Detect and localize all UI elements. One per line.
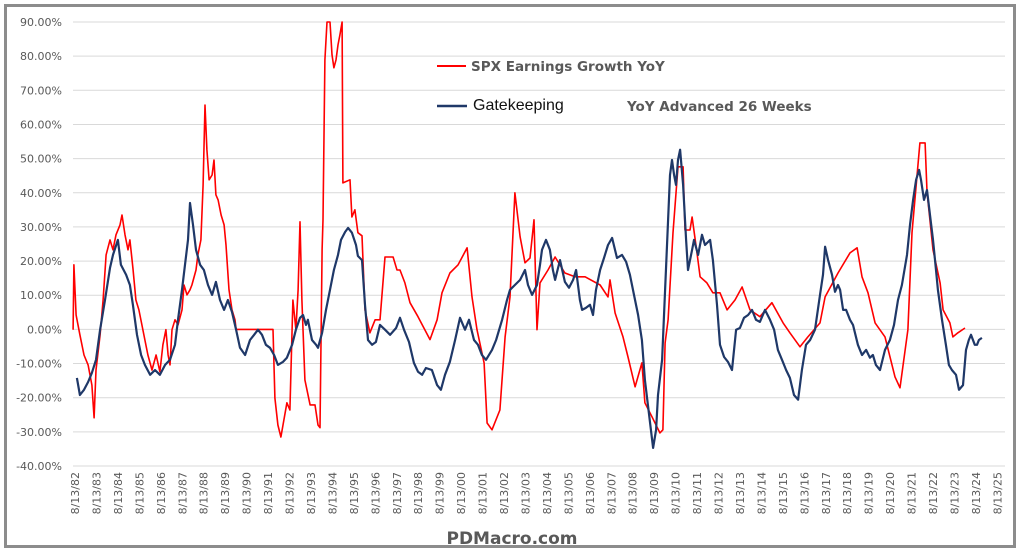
x-tick-label: 8/13/96	[369, 472, 382, 514]
x-tick-label: 8/13/24	[970, 472, 983, 514]
x-tick-label: 8/13/00	[455, 472, 468, 514]
x-tick-label: 8/13/22	[927, 472, 940, 514]
y-tick-label: 0.00%	[27, 323, 62, 336]
x-tick-label: 8/13/19	[863, 472, 876, 514]
x-tick-label: 8/13/13	[734, 472, 747, 514]
x-tick-label: 8/13/03	[519, 472, 532, 514]
x-tick-label: 8/13/11	[691, 472, 704, 514]
y-tick-label: -10.00%	[16, 358, 62, 371]
x-tick-label: 8/13/90	[241, 472, 254, 514]
x-tick-label: 8/13/04	[541, 472, 554, 514]
y-tick-label: 70.00%	[20, 84, 62, 97]
annotation: YoY Advanced 26 Weeks	[626, 99, 812, 115]
y-tick-label: -30.00%	[16, 426, 62, 439]
x-tick-label: 8/13/01	[477, 472, 490, 514]
x-tick-label: 8/13/97	[391, 472, 404, 514]
x-tick-label: 8/13/99	[434, 472, 447, 514]
x-tick-label: 8/13/12	[713, 472, 726, 514]
legend: SPX Earnings Growth YoY Gatekeeping	[437, 59, 665, 114]
x-tick-label: 8/13/88	[198, 472, 211, 514]
series-lines	[72, 21, 983, 449]
brand-footer: PDMacro.com	[446, 529, 577, 549]
y-tick-label: 20.00%	[20, 255, 62, 268]
x-tick-label: 8/13/06	[584, 472, 597, 514]
x-tick-label: 8/13/25	[991, 472, 1004, 514]
x-tick-label: 8/13/16	[798, 472, 811, 514]
series-line-spx-earnings-growth	[72, 21, 966, 438]
x-tick-label: 8/13/20	[884, 472, 897, 514]
x-tick-label: 8/13/92	[284, 472, 297, 514]
x-tick-label: 8/13/09	[648, 472, 661, 514]
x-tick-label: 8/13/18	[841, 472, 854, 514]
y-axis-ticks: -40.00% -30.00% -20.00% -10.00% 0.00% 10.00% 2…	[16, 16, 62, 473]
y-tick-label: -40.00%	[16, 460, 62, 473]
x-axis-ticks: 8/13/82 8/13/83 8/13/84 8/13/85 8/13/86 8/13/…	[69, 472, 1004, 514]
y-tick-label: 80.00%	[20, 50, 62, 63]
y-tick-label: -20.00%	[16, 392, 62, 405]
chart-frame	[4, 4, 1016, 548]
x-tick-label: 8/13/89	[219, 472, 232, 514]
legend-label-gatekeeping: Gatekeeping	[473, 97, 564, 114]
x-tick-label: 8/13/10	[670, 472, 683, 514]
x-tick-label: 8/13/08	[627, 472, 640, 514]
x-tick-label: 8/13/07	[605, 472, 618, 514]
x-tick-label: 8/13/95	[348, 472, 361, 514]
x-tick-label: 8/13/23	[948, 472, 961, 514]
x-tick-label: 8/13/91	[262, 472, 275, 514]
y-tick-label: 60.00%	[20, 118, 62, 131]
y-tick-label: 10.00%	[20, 289, 62, 302]
x-tick-label: 8/13/87	[176, 472, 189, 514]
y-tick-label: 50.00%	[20, 153, 62, 166]
x-tick-label: 8/13/85	[133, 472, 146, 514]
legend-label-spx: SPX Earnings Growth YoY	[471, 59, 665, 75]
y-tick-label: 30.00%	[20, 221, 62, 234]
series-line-gatekeeping	[75, 148, 983, 449]
x-tick-label: 8/13/83	[90, 472, 103, 514]
gridlines	[73, 21, 1005, 467]
x-tick-label: 8/13/98	[412, 472, 425, 514]
x-tick-label: 8/13/86	[155, 472, 168, 514]
x-tick-label: 8/13/94	[326, 472, 339, 514]
x-tick-label: 8/13/21	[906, 472, 919, 514]
y-tick-label: 90.00%	[20, 16, 62, 29]
x-tick-label: 8/13/82	[69, 472, 82, 514]
x-tick-label: 8/13/84	[112, 472, 125, 514]
x-tick-label: 8/13/05	[562, 472, 575, 514]
x-tick-label: 8/13/15	[777, 472, 790, 514]
x-tick-label: 8/13/93	[305, 472, 318, 514]
x-tick-label: 8/13/02	[498, 472, 511, 514]
y-tick-label: 40.00%	[20, 187, 62, 200]
x-tick-label: 8/13/17	[820, 472, 833, 514]
x-tick-label: 8/13/14	[755, 472, 768, 514]
